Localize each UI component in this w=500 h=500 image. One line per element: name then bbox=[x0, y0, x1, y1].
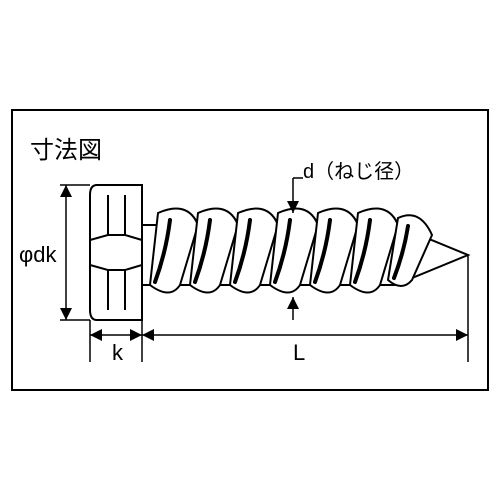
label-L: L bbox=[293, 340, 305, 366]
dim-dk bbox=[60, 185, 90, 320]
dimension-diagram bbox=[0, 0, 500, 500]
diagram-title: 寸法図 bbox=[30, 130, 102, 165]
label-d: d（ねじ径） bbox=[303, 155, 414, 184]
label-dk: φdk bbox=[19, 242, 57, 268]
label-k: k bbox=[112, 340, 123, 366]
screw-head bbox=[90, 185, 142, 320]
screw-shaft bbox=[142, 209, 468, 293]
